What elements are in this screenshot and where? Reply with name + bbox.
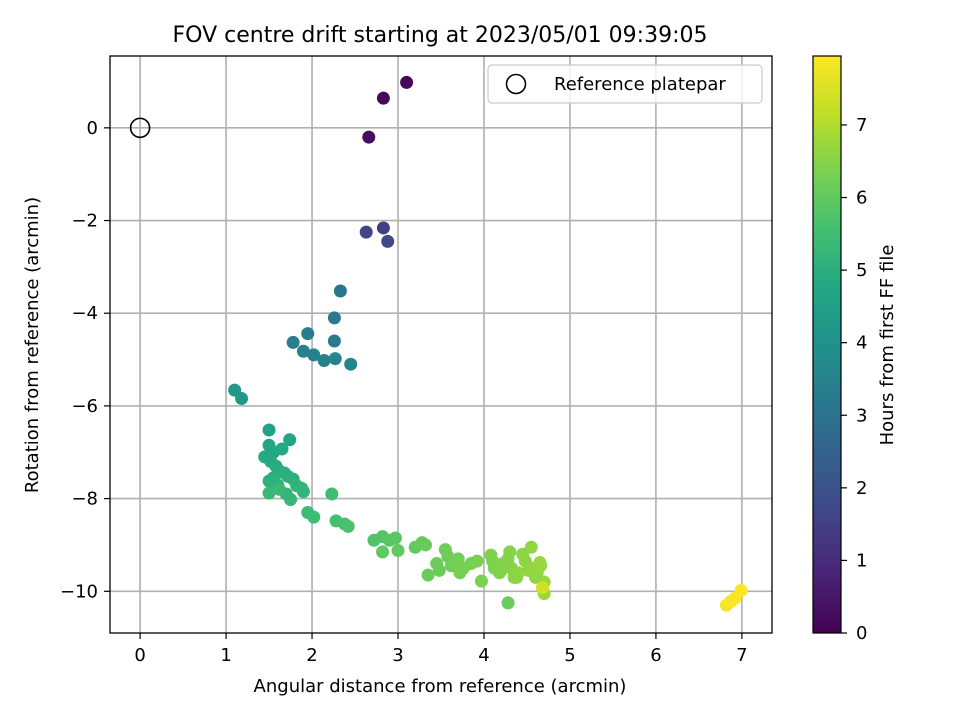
data-point <box>474 574 488 588</box>
data-point <box>470 554 484 568</box>
data-point <box>327 311 341 325</box>
data-point <box>376 221 390 235</box>
data-point <box>325 487 339 501</box>
reference-marker <box>129 117 151 139</box>
data-point <box>533 556 547 570</box>
colorbar-frame <box>812 55 842 634</box>
data-point <box>376 91 390 105</box>
y-tick-label: 0 <box>87 118 98 139</box>
data-point <box>262 486 276 500</box>
data-point <box>317 353 331 367</box>
y-tick-label: −10 <box>60 581 98 602</box>
y-tick-label: −6 <box>71 396 98 417</box>
colorbar-tick-label: 0 <box>856 623 867 644</box>
data-point <box>376 545 390 559</box>
x-tick-label: 7 <box>736 645 747 666</box>
data-point <box>262 423 276 437</box>
colorbar-tick-label: 2 <box>856 478 867 499</box>
x-tick-label: 0 <box>134 645 145 666</box>
x-tick-label: 2 <box>306 645 317 666</box>
data-point <box>535 581 549 595</box>
data-point <box>421 568 435 582</box>
data-point <box>275 442 289 456</box>
colorbar-tick-label: 3 <box>856 405 867 426</box>
x-tick-label: 5 <box>564 645 575 666</box>
x-tick-label: 4 <box>478 645 489 666</box>
colorbar-tick-label: 4 <box>856 333 867 354</box>
data-point <box>381 234 395 248</box>
data-point <box>734 583 748 597</box>
data-point <box>301 327 315 341</box>
data-point <box>341 519 355 533</box>
colorbar-gradient <box>813 56 841 633</box>
axes-frame <box>109 55 773 634</box>
data-point <box>327 334 341 348</box>
data-point <box>391 544 405 558</box>
data-point <box>344 357 358 371</box>
chart-title: FOV centre drift starting at 2023/05/01 … <box>173 23 708 48</box>
data-point <box>524 540 538 554</box>
data-point <box>283 433 297 447</box>
colorbar-tick-label: 1 <box>856 550 867 571</box>
legend: Reference platepar <box>487 64 763 104</box>
data-point <box>498 559 512 573</box>
y-tick-label: −8 <box>71 489 98 510</box>
data-point <box>272 482 286 496</box>
data-point <box>453 566 467 580</box>
data-point <box>501 596 515 610</box>
data-point <box>419 538 433 552</box>
x-tick-label: 1 <box>220 645 231 666</box>
plot-area: 0 1 2 3 4 5 6 7 0 −2 −4 −6 −8 −10 <box>60 55 773 666</box>
y-tick-label: −2 <box>71 211 98 232</box>
data-point <box>359 225 373 239</box>
colorbar: 0 1 2 3 4 5 6 7 <box>812 55 867 644</box>
legend-label: Reference platepar <box>554 74 726 95</box>
data-point <box>296 485 310 499</box>
data-point <box>388 531 402 545</box>
data-point <box>362 130 376 144</box>
data-point <box>333 284 347 298</box>
y-axis-label: Rotation from reference (arcmin) <box>22 197 43 493</box>
data-point <box>307 348 321 362</box>
data-point <box>503 545 517 559</box>
data-point <box>529 570 543 584</box>
x-tick-label: 3 <box>392 645 403 666</box>
x-axis-label: Angular distance from reference (arcmin) <box>254 676 627 697</box>
data-point <box>235 391 249 405</box>
data-point <box>328 352 342 366</box>
data-point <box>296 344 310 358</box>
x-tick-label: 6 <box>650 645 661 666</box>
colorbar-tick-label: 6 <box>856 188 867 209</box>
data-point <box>307 510 321 524</box>
y-tick-label: −4 <box>71 303 98 324</box>
colorbar-tick-label: 7 <box>856 115 867 136</box>
data-point <box>432 563 446 577</box>
data-point <box>400 75 414 89</box>
colorbar-tick-label: 5 <box>856 260 867 281</box>
data-point <box>284 493 298 507</box>
legend-box <box>487 64 763 104</box>
data-point <box>511 566 525 580</box>
plot-background <box>110 56 772 633</box>
data-point <box>286 335 300 349</box>
colorbar-label: Hours from first FF file <box>877 245 898 446</box>
legend-marker <box>505 73 527 95</box>
